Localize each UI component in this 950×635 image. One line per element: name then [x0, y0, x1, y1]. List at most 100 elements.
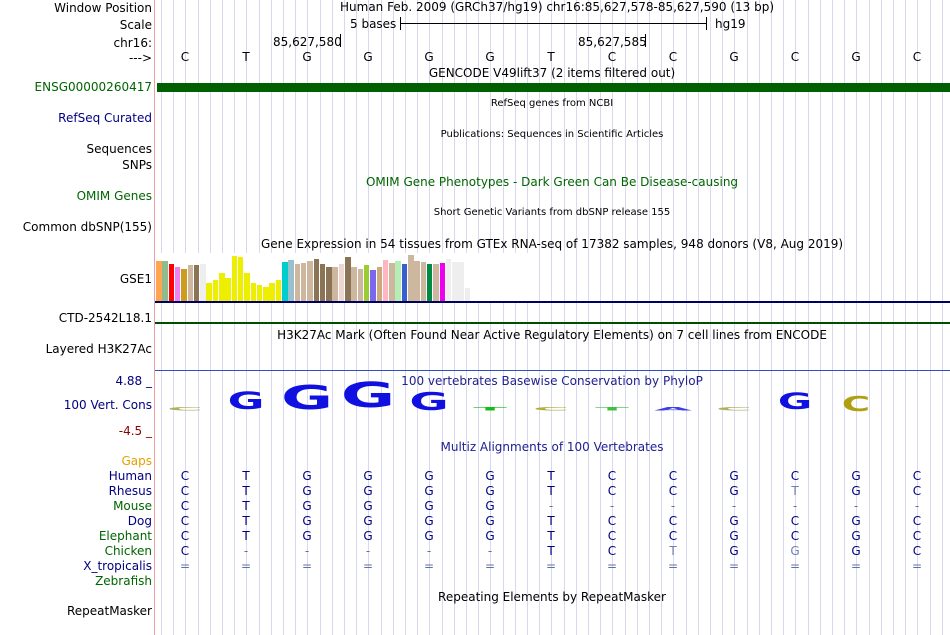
cons-max-label: 4.88 _ [115, 374, 152, 388]
gtex-tissue-bar[interactable] [389, 263, 395, 301]
phylop-track-title[interactable]: 100 vertebrates Basewise Conservation by… [401, 374, 703, 388]
gtex-tissue-bar[interactable] [395, 260, 401, 301]
repeatmasker-label[interactable]: RepeatMasker [66, 604, 152, 618]
gtex-tissue-bar[interactable] [162, 260, 168, 301]
gtex-tissue-bar[interactable] [332, 266, 338, 301]
species-chicken-label[interactable]: Chicken [104, 544, 152, 558]
gtex-tissue-bar[interactable] [282, 261, 288, 301]
gaps-label[interactable]: Gaps [121, 454, 152, 468]
gtex-tissue-bar[interactable] [206, 282, 212, 301]
gtex-track-title[interactable]: Gene Expression in 54 tissues from GTEx … [260, 237, 844, 251]
base-letter: C [180, 50, 190, 64]
publications-track-title[interactable]: Publications: Sequences in Scientific Ar… [440, 129, 664, 140]
gridline [417, 0, 418, 635]
gtex-tissue-bar[interactable] [244, 273, 250, 301]
alignment-base: T [242, 484, 250, 498]
species-xtropicalis-label[interactable]: X_tropicalis [83, 559, 152, 573]
refseq-track-title[interactable]: RefSeq genes from NCBI [490, 98, 614, 109]
alignment-base: T [669, 544, 677, 558]
snps-label[interactable]: SNPs [122, 158, 152, 172]
track-image[interactable]: Human Feb. 2009 (GRCh37/hg19) chr16:85,6… [155, 0, 950, 635]
gencode-gene-bar[interactable] [157, 83, 950, 92]
gencode-track-title[interactable]: GENCODE V49lift37 (2 items filtered out) [428, 66, 676, 80]
gtex-tissue-bar[interactable] [401, 264, 408, 301]
gtex-tissue-bar[interactable] [181, 268, 187, 301]
gtex-tissue-bar[interactable] [300, 263, 307, 301]
species-mouse-label[interactable]: Mouse [113, 499, 152, 513]
gtex-tissue-bar[interactable] [187, 265, 193, 301]
alignment-base: C [790, 514, 800, 528]
gtex-tissue-bar[interactable] [420, 261, 427, 301]
species-zebrafish-label[interactable]: Zebrafish [95, 574, 152, 588]
gtex-tissue-bar[interactable] [351, 266, 357, 301]
alignment-base: C [668, 529, 678, 543]
gtex-tissue-bar[interactable] [414, 260, 420, 301]
gtex-tissue-bar[interactable] [345, 257, 351, 301]
species-elephant-label[interactable]: Elephant [98, 529, 152, 543]
repeatmasker-track-title[interactable]: Repeating Elements by RepeatMasker [438, 590, 666, 604]
species-rhesus-label[interactable]: Rhesus [108, 484, 152, 498]
gtex-tissue-bar[interactable] [212, 280, 219, 301]
gtex-tissue-bar[interactable] [363, 265, 370, 301]
gridline [808, 0, 809, 635]
alignment-base: G [302, 484, 312, 498]
gencode-item-label[interactable]: ENSG00000260417 [34, 80, 152, 94]
species-dog-label[interactable]: Dog [127, 514, 152, 528]
multiz-track-title[interactable]: Multiz Alignments of 100 Vertebrates [440, 440, 664, 454]
gtex-tissue-bar[interactable] [231, 256, 238, 301]
alignment-base: C [180, 484, 190, 498]
gtex-tissue-bar[interactable] [326, 266, 332, 301]
gtex-tissue-bar[interactable] [382, 259, 389, 301]
gtex-tissue-bar[interactable] [168, 264, 175, 301]
gtex-tissue-bar[interactable] [307, 260, 313, 301]
refseq-curated-label[interactable]: RefSeq Curated [58, 111, 152, 125]
gtex-tissue-bar[interactable] [200, 264, 206, 301]
ctd-label[interactable]: CTD-2542L18.1 [58, 311, 152, 325]
gtex-tissue-bar[interactable] [219, 273, 225, 301]
h3k27ac-label[interactable]: Layered H3K27Ac [45, 342, 152, 356]
gtex-tissue-bar[interactable] [464, 288, 471, 301]
gridline [478, 0, 479, 635]
gtex-tissue-bar[interactable] [263, 287, 269, 301]
gtex-tissue-bar[interactable] [370, 269, 376, 301]
strand-arrow-label[interactable]: ---> [128, 51, 152, 65]
gtex-tissue-bar[interactable] [313, 258, 319, 301]
gtex-tissue-bar[interactable] [294, 264, 301, 301]
gtex-tissue-bar[interactable] [275, 280, 282, 301]
gtex-tissue-bar[interactable] [319, 264, 326, 301]
gtex-tissue-bar[interactable] [439, 263, 445, 301]
sequences-label[interactable]: Sequences [86, 142, 152, 156]
gtex-tissue-bar[interactable] [458, 261, 464, 301]
gtex-tissue-bar[interactable] [288, 259, 294, 301]
omim-genes-label[interactable]: OMIM Genes [76, 189, 152, 203]
gtex-tissue-bar[interactable] [174, 267, 181, 301]
gtex-tissue-bar[interactable] [269, 282, 275, 301]
gtex-tissue-bar[interactable] [338, 264, 345, 301]
cons-track-label[interactable]: 100 Vert. Cons [63, 398, 152, 412]
gridline [881, 0, 882, 635]
gtex-tissue-bar[interactable] [193, 265, 200, 301]
gtex-tissue-bar[interactable] [452, 261, 458, 301]
gtex-tissue-bar[interactable] [225, 278, 231, 301]
omim-track-title[interactable]: OMIM Gene Phenotypes - Dark Green Can Be… [365, 175, 739, 189]
gtex-tissue-bar[interactable] [250, 282, 256, 301]
gridline [759, 0, 760, 635]
gtex-tissue-bar[interactable] [256, 284, 263, 301]
dbsnp-track-title[interactable]: Short Genetic Variants from dbSNP releas… [433, 207, 671, 218]
gtex-bar-chart[interactable] [155, 253, 535, 301]
gtex-tissue-bar[interactable] [376, 266, 382, 301]
gtex-tissue-bar[interactable] [426, 264, 433, 301]
gtex-tissue-bar[interactable] [445, 258, 452, 301]
gtex-tissue-bar[interactable] [237, 257, 244, 301]
gtex-tissue-bar[interactable] [156, 260, 162, 301]
h3k27ac-track-title[interactable]: H3K27Ac Mark (Often Found Near Active Re… [277, 328, 827, 342]
gtex-tissue-bar[interactable] [433, 264, 439, 301]
species-human-label[interactable]: Human [108, 469, 152, 483]
gse1-label[interactable]: GSE1 [119, 272, 152, 286]
gtex-tissue-bar[interactable] [408, 255, 414, 301]
gtex-tissue-bar[interactable] [357, 268, 364, 301]
ctd-gene-line[interactable] [155, 322, 950, 324]
alignment-base: G [729, 484, 739, 498]
dbsnp-label[interactable]: Common dbSNP(155) [22, 220, 152, 234]
